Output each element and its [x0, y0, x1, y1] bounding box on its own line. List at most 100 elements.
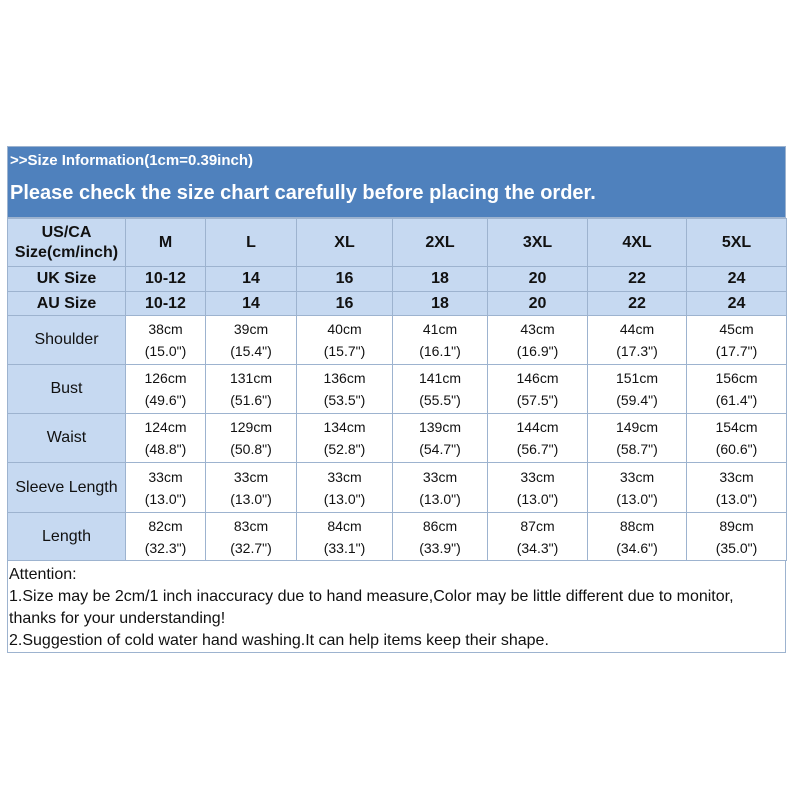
inch-value: (13.0")	[144, 490, 187, 507]
au-size: 20	[528, 294, 547, 312]
cm-value: 33cm	[233, 468, 269, 485]
inch-value: (13.0")	[323, 490, 366, 507]
measure-cell: 149cm (58.7")	[587, 413, 687, 463]
cm-value: 43cm	[520, 321, 555, 337]
row-label-cell: Length	[7, 512, 126, 561]
size-header: M	[125, 218, 206, 267]
uk-cell: 24	[686, 266, 787, 292]
inch-value: (51.6")	[230, 392, 272, 408]
inch-value: (17.7")	[715, 343, 758, 359]
corner-label: Size(cm/inch)	[14, 243, 119, 261]
au-label: AU Size	[36, 294, 97, 312]
cm-value: 149cm	[615, 419, 659, 435]
size-header: 5XL	[686, 218, 787, 267]
row-label-cell: Sleeve Length	[7, 462, 126, 513]
inch-value: (61.4")	[715, 392, 758, 408]
cm-value: 33cm	[422, 468, 458, 485]
inch-value: (54.7")	[419, 441, 461, 457]
measure-cell: 38cm (15.0")	[125, 315, 206, 365]
measure-cell: 40cm (15.7")	[296, 315, 393, 365]
inch-value: (56.7")	[516, 441, 559, 457]
inch-value: (58.7")	[616, 441, 658, 457]
cm-value: 126cm	[144, 370, 187, 386]
inch-value: (15.4")	[230, 343, 272, 359]
row-label: Length	[42, 527, 91, 545]
measure-cell: 156cm (61.4")	[686, 364, 787, 414]
cm-value: 139cm	[418, 419, 462, 435]
header-title: Please check the size chart carefully be…	[10, 182, 596, 204]
size-label: 4XL	[622, 233, 652, 251]
measure-cell: 33cm (13.0")	[587, 462, 687, 513]
measure-cell: 41cm (16.1")	[392, 315, 488, 365]
measure-cell: 87cm (34.3")	[487, 512, 588, 561]
inch-value: (59.4")	[616, 392, 658, 408]
inch-value: (13.0")	[419, 490, 461, 507]
cm-value: 33cm	[148, 468, 183, 485]
uk-cell: 20	[487, 266, 588, 292]
cm-value: 44cm	[619, 321, 655, 337]
uk-size: 20	[528, 270, 547, 287]
cm-value: 33cm	[619, 468, 655, 485]
cm-value: 82cm	[148, 517, 183, 534]
inch-value: (32.3")	[144, 539, 187, 556]
inch-value: (13.0")	[715, 490, 758, 507]
size-header: 2XL	[392, 218, 488, 267]
cm-value: 146cm	[516, 370, 559, 386]
corner-cell: US/CA Size(cm/inch)	[7, 218, 126, 267]
au-size: 10-12	[145, 294, 186, 312]
measure-cell: 83cm (32.7")	[205, 512, 297, 561]
size-header: L	[205, 218, 297, 267]
au-cell: 22	[587, 291, 687, 316]
au-size: 24	[727, 294, 746, 312]
cm-value: 134cm	[323, 419, 366, 435]
inch-value: (17.3")	[616, 343, 658, 359]
size-label: L	[246, 233, 256, 251]
measure-cell: 33cm (13.0")	[392, 462, 488, 513]
cm-value: 88cm	[619, 517, 655, 534]
measure-cell: 131cm (51.6")	[205, 364, 297, 414]
corner-label: US/CA	[41, 223, 92, 241]
inch-value: (34.6")	[616, 539, 658, 556]
uk-size: 10-12	[145, 270, 186, 287]
measure-cell: 44cm (17.3")	[587, 315, 687, 365]
uk-label-cell: UK Size	[7, 266, 126, 292]
measure-cell: 146cm (57.5")	[487, 364, 588, 414]
cm-value: 141cm	[418, 370, 462, 386]
size-header: 4XL	[587, 218, 687, 267]
inch-value: (13.0")	[230, 490, 272, 507]
note-line: Attention:	[9, 566, 77, 583]
size-label: 3XL	[522, 233, 553, 251]
uk-label: UK Size	[36, 270, 97, 287]
au-size: 14	[242, 294, 260, 312]
inch-value: (50.8")	[230, 441, 272, 457]
measure-cell: 82cm (32.3")	[125, 512, 206, 561]
cm-value: 87cm	[520, 517, 555, 534]
uk-cell: 14	[205, 266, 297, 292]
inch-value: (16.1")	[419, 343, 461, 359]
note-line: 2.Suggestion of cold water hand washing.…	[9, 632, 549, 649]
measure-cell: 126cm (49.6")	[125, 364, 206, 414]
row-label-cell: Shoulder	[7, 315, 126, 365]
cm-value: 124cm	[144, 419, 187, 435]
uk-cell: 22	[587, 266, 687, 292]
inch-value: (33.9")	[419, 539, 461, 556]
measure-cell: 86cm (33.9")	[392, 512, 488, 561]
cm-value: 154cm	[715, 419, 758, 435]
cm-value: 84cm	[327, 517, 362, 534]
measure-cell: 33cm (13.0")	[487, 462, 588, 513]
au-size: 16	[335, 294, 354, 312]
size-label: XL	[334, 233, 355, 251]
uk-cell: 18	[392, 266, 488, 292]
uk-size: 24	[727, 270, 746, 287]
header: >>Size Information(1cm=0.39inch) Please …	[7, 146, 786, 218]
uk-size: 22	[628, 270, 646, 287]
cm-value: 83cm	[233, 517, 269, 534]
header-info: >>Size Information(1cm=0.39inch)	[10, 152, 253, 169]
cm-value: 38cm	[148, 321, 183, 337]
size-label: 5XL	[721, 233, 752, 251]
inch-value: (15.0")	[144, 343, 187, 359]
cm-value: 40cm	[327, 321, 362, 337]
row-label: Shoulder	[34, 331, 99, 348]
size-header: 3XL	[487, 218, 588, 267]
cm-value: 156cm	[715, 370, 758, 386]
